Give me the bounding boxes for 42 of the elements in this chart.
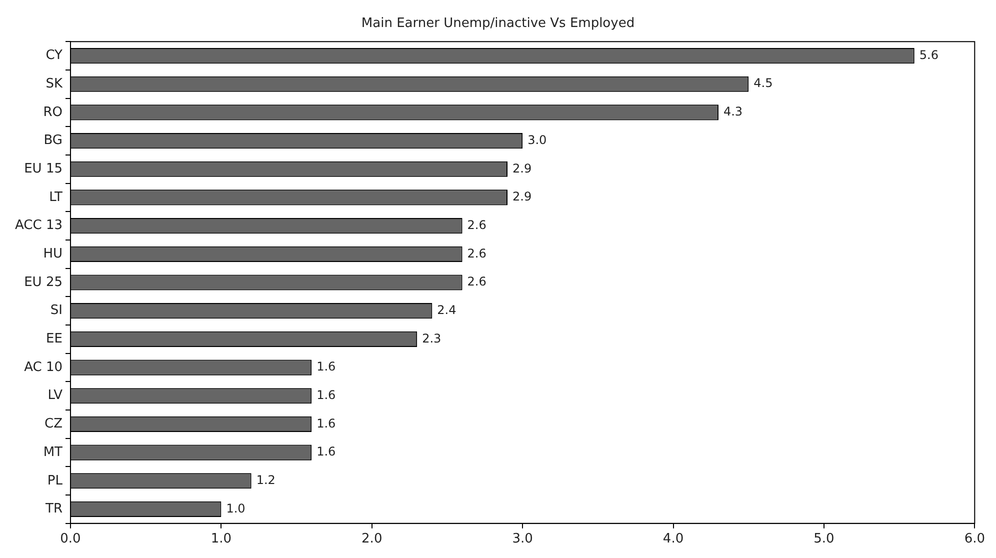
data-label: 1.6 — [316, 360, 336, 374]
y-tick-label: ACC 13 — [14, 218, 62, 234]
data-label: 4.5 — [754, 76, 773, 90]
y-tick-label: PL — [47, 473, 64, 488]
data-label: 2.9 — [512, 161, 532, 176]
y-tick-label: EE — [46, 332, 62, 347]
y-tick-label: HU — [43, 246, 62, 262]
y-tick-label: SK — [46, 76, 63, 92]
x-tick-label: 0.0 — [60, 532, 81, 547]
data-label: 1.6 — [316, 388, 336, 402]
y-tick-label: AC 10 — [24, 360, 62, 375]
data-label: 2.3 — [422, 331, 442, 346]
data-label: 1.0 — [226, 501, 246, 516]
x-tick-label: 1.0 — [210, 532, 232, 547]
data-label: 1.6 — [316, 444, 336, 459]
data-label: 2.6 — [467, 246, 486, 260]
data-label: 2.6 — [467, 274, 486, 289]
data-label: 1.6 — [316, 416, 336, 430]
chart-title: Main Earner Unemp/inactive Vs Employed — [361, 16, 635, 32]
x-tick-label: 2.0 — [362, 532, 382, 547]
data-label: 5.6 — [919, 48, 938, 62]
y-tick-label: EU 25 — [24, 274, 62, 290]
x-tick-label: 4.0 — [662, 532, 684, 547]
y-tick-label: BG — [44, 133, 62, 148]
x-tick-label: 5.0 — [814, 532, 834, 547]
data-label: 2.4 — [437, 302, 456, 317]
x-tick-label: 3.0 — [512, 532, 533, 547]
y-tick-label: LV — [48, 388, 63, 404]
data-label: 1.2 — [256, 473, 276, 488]
data-label: 3.0 — [528, 132, 547, 147]
y-tick-label: TR — [44, 502, 62, 517]
data-label: 4.3 — [723, 104, 743, 119]
y-tick-label: MT — [43, 444, 63, 460]
y-tick-label: CZ — [44, 416, 63, 432]
y-tick-label: SI — [50, 303, 62, 318]
data-label: 2.6 — [467, 218, 486, 232]
y-tick-label: EU 15 — [24, 162, 62, 177]
data-label: 2.9 — [512, 190, 532, 204]
y-tick-label: LT — [49, 190, 63, 205]
y-tick-label: RO — [43, 104, 62, 120]
x-tick-label: 6.0 — [964, 532, 986, 547]
y-tick-label: CY — [46, 48, 63, 64]
